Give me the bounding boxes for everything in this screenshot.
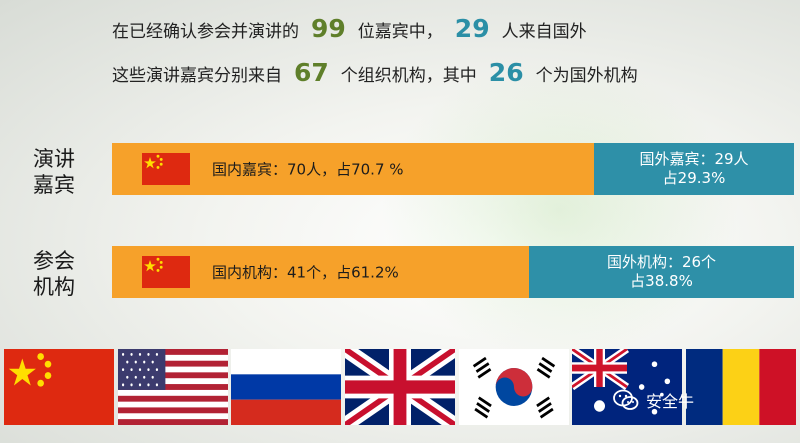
- headline-organizations: 这些演讲嘉宾分别来自 67 个组织机构，其中 26 个为国外机构: [112, 58, 638, 87]
- china-flag-icon: [142, 153, 190, 185]
- data-label-foreign-orgs: 国外机构：26个 占38.8%: [607, 253, 716, 291]
- headline-text: 个为国外机构: [535, 66, 638, 86]
- total-orgs-number: 67: [294, 58, 329, 87]
- russia-flag: [231, 349, 342, 425]
- label-line: 国外嘉宾：29人: [639, 150, 749, 168]
- data-label-domestic-orgs: 国内机构：41个，占61.2%: [212, 263, 399, 282]
- headline-text: 在已经确认参会并演讲的: [112, 22, 299, 42]
- data-label-domestic-speakers: 国内嘉宾：70人，占70.7 %: [212, 160, 404, 179]
- row-label-organizations: 参会 机构: [26, 248, 82, 300]
- label-line: 国外机构：26个: [606, 253, 717, 271]
- headline-text: 人来自国外: [501, 22, 587, 42]
- row-label-line: 演讲: [33, 147, 75, 171]
- bar-organizations: 国内机构：41个，占61.2% 国外机构：26个 占38.8%: [112, 246, 794, 298]
- usa-flag: [117, 349, 228, 425]
- bar-segment-domestic-speakers: 国内嘉宾：70人，占70.7 %: [112, 143, 594, 195]
- total-speakers-number: 99: [311, 14, 346, 43]
- headline-speakers: 在已经确认参会并演讲的 99 位嘉宾中， 29 人来自国外: [112, 14, 587, 43]
- bar-segment-foreign-speakers: 国外嘉宾：29人 占29.3%: [594, 143, 794, 195]
- china-flag-icon: [142, 256, 190, 288]
- data-label-foreign-speakers: 国外嘉宾：29人 占29.3%: [639, 150, 748, 188]
- label-line: 占38.8%: [630, 272, 693, 290]
- uk-flag: [344, 349, 455, 425]
- row-label-line: 参会: [33, 249, 75, 273]
- row-label-line: 机构: [33, 275, 75, 299]
- south-korea-flag: [458, 349, 569, 425]
- row-label-speakers: 演讲 嘉宾: [26, 146, 82, 198]
- foreign-orgs-number: 26: [488, 58, 524, 87]
- headline-text: 这些演讲嘉宾分别来自: [112, 66, 282, 86]
- headline-text: 位嘉宾中，: [357, 22, 443, 42]
- australia-flag: [572, 349, 683, 425]
- headline-text: 个组织机构，其中: [340, 66, 477, 86]
- label-line: 占29.3%: [662, 169, 726, 187]
- row-label-line: 嘉宾: [33, 173, 75, 197]
- bar-segment-domestic-orgs: 国内机构：41个，占61.2%: [112, 246, 529, 298]
- china-flag: [4, 349, 114, 425]
- bar-speakers: 国内嘉宾：70人，占70.7 % 国外嘉宾：29人 占29.3%: [112, 143, 794, 195]
- bar-segment-foreign-orgs: 国外机构：26个 占38.8%: [529, 246, 794, 298]
- background-glow: [380, 60, 740, 360]
- foreign-speakers-number: 29: [454, 14, 490, 43]
- romania-flag: [685, 349, 796, 425]
- flags-row: [0, 349, 800, 425]
